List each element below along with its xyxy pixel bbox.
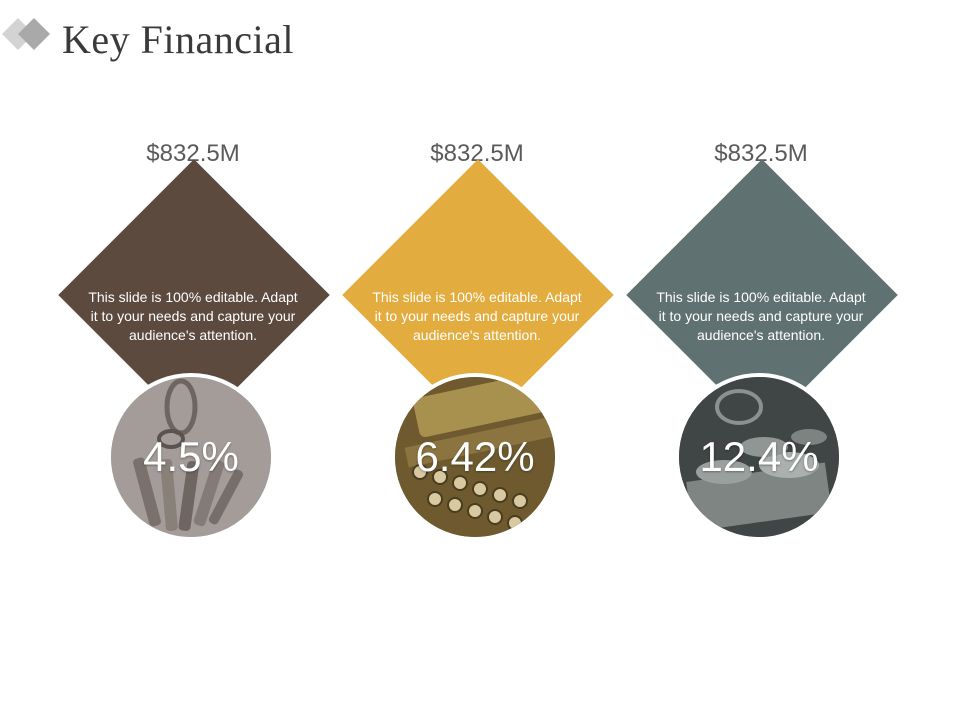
card-image-circle: 6.42% [391, 373, 559, 541]
card-percentage: 12.4% [699, 433, 819, 480]
coins-photo-icon [679, 377, 839, 537]
card-percentage: 4.5% [143, 433, 239, 480]
financial-card-3: $832.5M This slide is 100% editable. Ada… [621, 140, 901, 541]
slide-title: Key Financial [62, 17, 294, 62]
financial-card-1: $832.5M This slide is 100% editable. Ada… [53, 140, 333, 541]
card-image-circle: 12.4% [675, 373, 843, 541]
diamond-logo-icon [2, 18, 50, 50]
card-percentage: 6.42% [415, 433, 535, 480]
financial-card-2: $832.5M This slide is 100% editable. Ada… [337, 140, 617, 541]
card-description: This slide is 100% editable. Adapt it to… [372, 289, 582, 343]
typewriter-photo-icon [395, 377, 555, 537]
keys-photo-icon [111, 377, 271, 537]
card-description: This slide is 100% editable. Adapt it to… [88, 289, 298, 343]
card-description: This slide is 100% editable. Adapt it to… [656, 289, 866, 343]
card-image-circle: 4.5% [107, 373, 275, 541]
